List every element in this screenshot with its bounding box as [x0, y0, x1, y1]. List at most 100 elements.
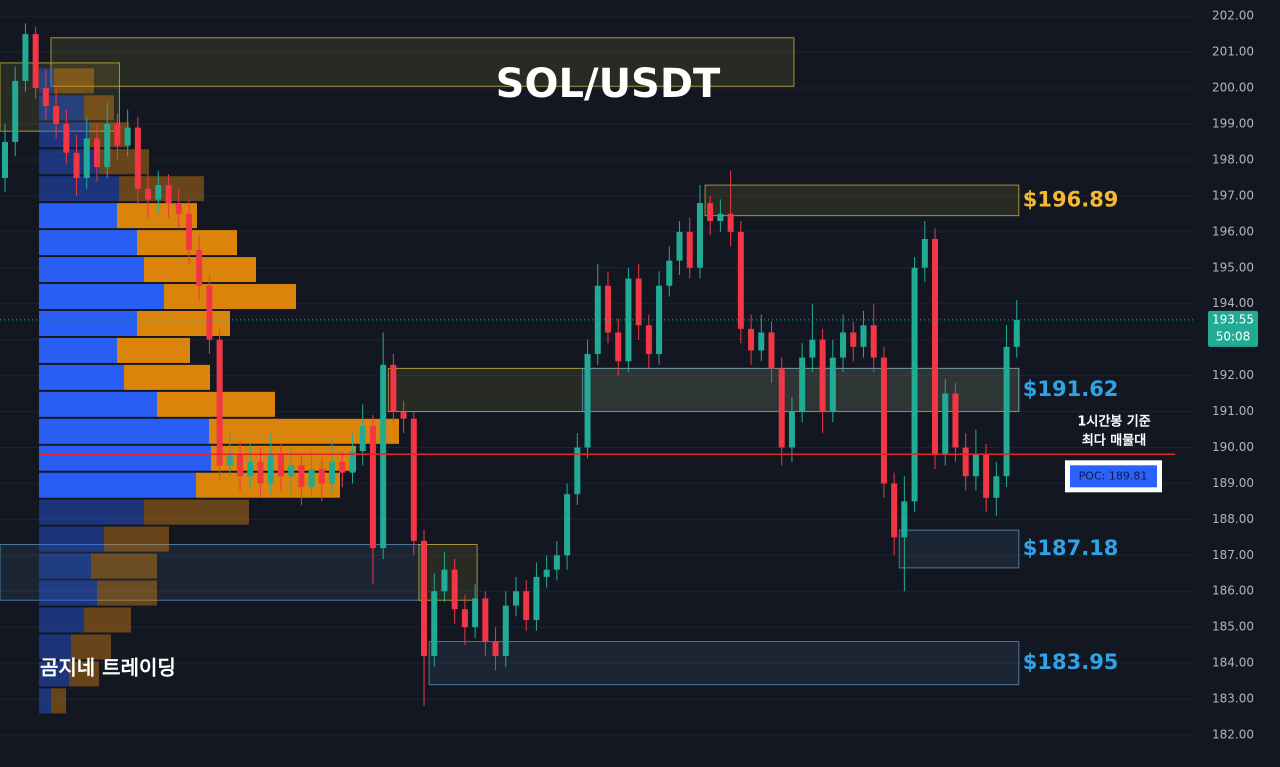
profile-buy-bar: [39, 472, 196, 498]
candle-body: [983, 454, 990, 498]
candle-body: [972, 454, 979, 477]
candle-body: [594, 285, 601, 355]
profile-buy-bar: [39, 310, 137, 336]
profile-buy-bar: [39, 499, 144, 525]
candle-body: [768, 332, 775, 369]
candle-body: [104, 123, 111, 168]
candle-body: [737, 231, 744, 329]
candle-body: [492, 641, 499, 656]
candle-body: [952, 393, 959, 448]
candle-body: [73, 152, 80, 178]
candle-body: [502, 605, 509, 656]
y-tick-label: 189.00: [1212, 476, 1254, 490]
candle-body: [329, 461, 336, 484]
profile-sell-bar: [104, 526, 169, 552]
candle-body: [932, 239, 939, 455]
candle-body: [819, 339, 826, 412]
candle-body: [921, 239, 928, 268]
y-tick-label: 191.00: [1212, 404, 1254, 418]
y-tick-label: 185.00: [1212, 620, 1254, 634]
poc-box-inner: [1070, 465, 1157, 488]
candle-body: [2, 141, 8, 178]
profile-sell-bar: [84, 95, 114, 121]
profile-buy-bar: [39, 634, 71, 660]
candle-body: [911, 267, 918, 502]
candle-body: [267, 454, 274, 484]
profile-sell-bar: [91, 553, 157, 579]
candle-body: [257, 461, 264, 484]
profile-buy-bar: [39, 68, 54, 94]
y-tick-label: 183.00: [1212, 692, 1254, 706]
candle-body: [145, 188, 152, 200]
profile-buy-bar: [39, 391, 157, 417]
candle-body: [993, 476, 1000, 498]
candle-body: [380, 364, 387, 549]
candle-body: [63, 123, 70, 153]
candle-body: [942, 393, 949, 455]
profile-buy-bar: [39, 203, 117, 229]
y-tick-label: 201.00: [1212, 45, 1254, 59]
candle-body: [615, 332, 622, 362]
y-tick-label: 184.00: [1212, 656, 1254, 670]
y-tick-label: 188.00: [1212, 512, 1254, 526]
candle-body: [860, 325, 867, 347]
candle-body: [799, 357, 806, 412]
profile-buy-bar: [39, 553, 91, 579]
zone-price-label: $196.89: [1023, 187, 1119, 211]
y-tick-label: 195.00: [1212, 260, 1254, 274]
profile-sell-bar: [124, 364, 210, 390]
candle-body: [686, 231, 693, 268]
candle-body: [308, 469, 315, 488]
poc-note: 최다 매물대: [1082, 433, 1146, 449]
candle-body: [870, 325, 877, 358]
profile-sell-bar: [119, 176, 204, 202]
profile-buy-bar: [39, 149, 99, 175]
candle-body: [666, 260, 673, 286]
last-price-box: [1208, 310, 1258, 347]
candle-body: [83, 138, 90, 178]
candle-body: [175, 203, 182, 214]
candle-body: [962, 447, 969, 477]
candle-body: [93, 138, 100, 168]
candle-body: [748, 328, 755, 351]
candle-body: [645, 325, 652, 355]
candle-body: [758, 332, 765, 351]
candle-body: [369, 425, 376, 549]
profile-buy-bar: [39, 580, 97, 606]
candle-body: [829, 357, 836, 412]
profile-buy-bar: [39, 445, 211, 471]
candle-body: [574, 447, 581, 495]
candle-body: [32, 34, 39, 89]
candle-body: [134, 127, 141, 189]
candle-body: [584, 354, 591, 448]
zone: [898, 529, 1020, 569]
zone-price-label: $191.62: [1023, 377, 1119, 401]
candle-body: [22, 34, 29, 81]
candle-body: [165, 185, 172, 204]
profile-sell-bar: [164, 284, 296, 310]
candle-body: [410, 418, 417, 541]
candle-body: [277, 454, 284, 477]
profile-buy-bar: [39, 607, 84, 633]
candle-body: [451, 569, 458, 610]
candle-body: [1013, 319, 1020, 347]
profile-sell-bar: [209, 418, 399, 444]
candle-body: [359, 425, 366, 452]
chart-title: SOL/USDT: [496, 61, 721, 107]
candle-body: [604, 285, 611, 333]
candle-body: [237, 454, 244, 477]
candle-body: [441, 569, 448, 592]
candle-body: [288, 465, 295, 477]
profile-sell-bar: [117, 337, 190, 363]
candle-body: [155, 185, 162, 200]
candle-body: [185, 213, 192, 250]
profile-sell-bar: [97, 580, 157, 606]
candle-body: [461, 609, 468, 628]
candle-body: [850, 332, 857, 347]
y-tick-label: 194.00: [1212, 296, 1254, 310]
candle-body: [400, 411, 407, 419]
candle-body: [196, 249, 203, 286]
candle-body: [247, 461, 254, 477]
